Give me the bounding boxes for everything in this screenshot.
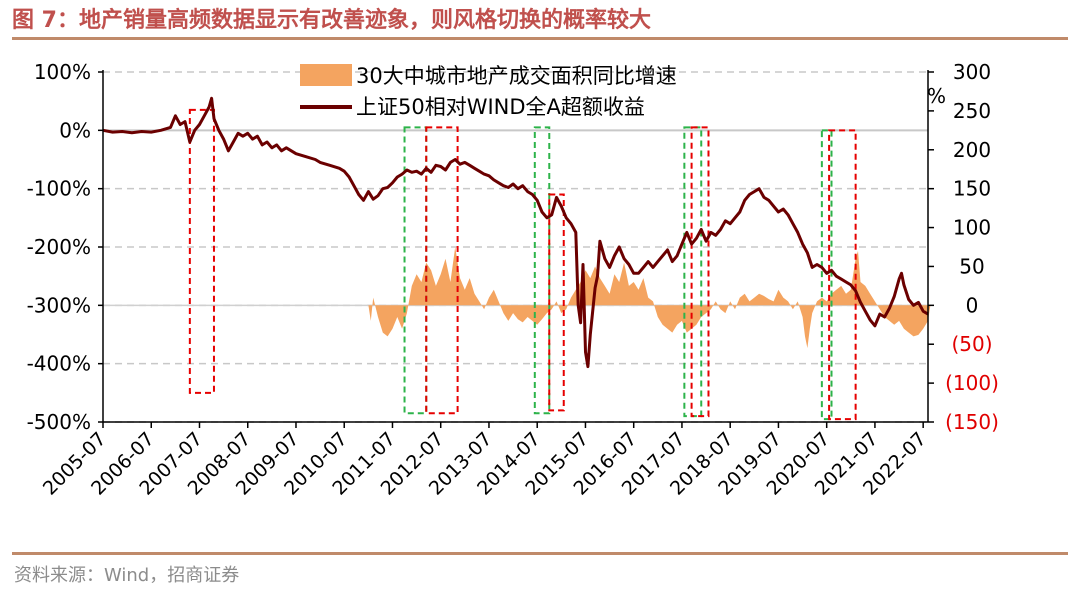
right-tick-label: 300 xyxy=(953,60,991,84)
right-tick-label: 250 xyxy=(953,99,991,123)
left-tick-label: 0% xyxy=(59,118,91,142)
right-tick-label: (150) xyxy=(945,410,999,434)
legend: 30大中城市地产成交面积同比增速 上证50相对WIND全A超额收益 xyxy=(300,64,677,119)
left-tick-label: -500% xyxy=(27,410,91,434)
figure-title: 图 7：地产销量高频数据显示有改善迹象，则风格切换的概率较大 xyxy=(12,8,651,33)
left-tick-label: -100% xyxy=(27,177,91,201)
line-series-layer xyxy=(102,96,929,369)
source-note: 资料来源：Wind，招商证券 xyxy=(14,565,240,586)
red-highlight-box xyxy=(425,126,459,415)
legend-swatch-area xyxy=(300,64,352,86)
right-tick-label: 200 xyxy=(953,138,991,162)
red-highlight-box xyxy=(690,126,710,418)
left-axis-ticks: 100% 0% -100% -200% -300% -400% -500% xyxy=(27,60,103,434)
left-tick-label: -300% xyxy=(27,293,91,317)
red-highlight-box xyxy=(828,129,857,421)
legend-label-line: 上证50相对WIND全A超额收益 xyxy=(356,95,645,119)
footer-rule xyxy=(12,552,1068,555)
highlight-boxes xyxy=(188,108,857,421)
right-tick-label: (100) xyxy=(945,371,999,395)
right-tick-label: (50) xyxy=(951,332,992,356)
right-tick-label: 100 xyxy=(953,216,991,240)
green-highlight-box xyxy=(820,129,833,421)
left-tick-label: -200% xyxy=(27,235,91,259)
red-highlight-box xyxy=(548,193,565,412)
legend-label-area: 30大中城市地产成交面积同比增速 xyxy=(356,64,677,88)
line-series-path xyxy=(102,96,929,369)
x-axis-ticks: 2005-072006-072007-072008-072009-072010-… xyxy=(39,422,931,500)
title-rule xyxy=(12,37,1068,40)
left-tick-label: -400% xyxy=(27,352,91,376)
right-axis-unit-label: % xyxy=(927,84,946,108)
green-highlight-box xyxy=(683,126,703,418)
right-tick-label: 0 xyxy=(966,293,979,317)
right-tick-label: 150 xyxy=(953,177,991,201)
red-highlight-box xyxy=(188,108,215,394)
right-tick-label: 50 xyxy=(959,254,984,278)
right-axis-ticks: 300 250 200 150 100 50 0 (50) (100) (150) xyxy=(928,60,999,434)
green-highlight-box xyxy=(533,126,551,415)
left-tick-label: 100% xyxy=(34,60,91,84)
